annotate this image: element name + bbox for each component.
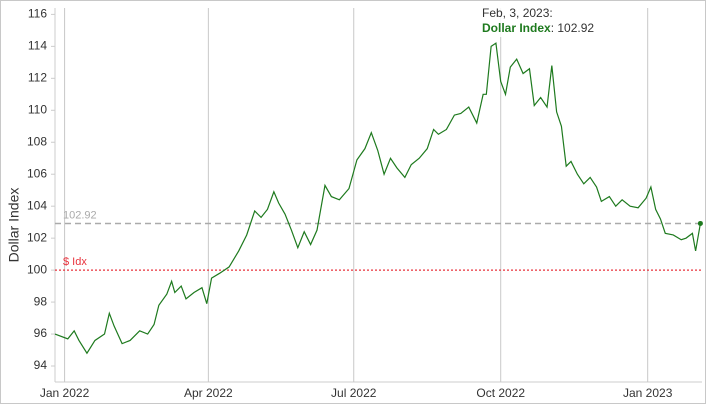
tooltip-date: Feb, 3, 2023: xyxy=(482,6,553,20)
y-tick-label: 104 xyxy=(27,198,47,212)
tooltip-series: Dollar Index xyxy=(482,21,551,35)
reference-label: $ Idx xyxy=(63,256,87,268)
y-tick-label: 100 xyxy=(27,262,47,276)
x-tick-label: Jan 2023 xyxy=(623,386,673,400)
y-tick-label: 110 xyxy=(28,102,47,116)
x-tick-label: Jul 2022 xyxy=(331,386,377,400)
reference-label: 102.92 xyxy=(63,209,97,221)
x-tick-label: Oct 2022 xyxy=(476,386,525,400)
data-line xyxy=(54,42,701,355)
y-axis-label: Dollar Index xyxy=(6,188,22,263)
tooltip-number: 102.92 xyxy=(557,21,594,35)
tooltip: Feb, 3, 2023:Dollar Index: 102.92 xyxy=(478,5,602,37)
tooltip-value: Dollar Index: 102.92 xyxy=(482,21,594,35)
y-tick-label: 116 xyxy=(28,7,47,21)
y-tick-label: 112 xyxy=(28,70,47,84)
y-tick-label: 108 xyxy=(27,134,47,148)
y-tick-label: 98 xyxy=(34,294,48,308)
x-tick-label: Jan 2022 xyxy=(40,386,90,400)
y-tick-label: 106 xyxy=(27,166,47,180)
y-tick-label: 114 xyxy=(28,39,47,53)
y-tick-label: 96 xyxy=(34,326,48,340)
tooltip-box xyxy=(478,5,602,37)
x-tick-label: Apr 2022 xyxy=(184,386,233,400)
last-point xyxy=(697,220,703,226)
y-tick-label: 94 xyxy=(34,358,48,372)
y-tick-label: 102 xyxy=(27,230,47,244)
tooltip-separator: : xyxy=(551,21,558,35)
